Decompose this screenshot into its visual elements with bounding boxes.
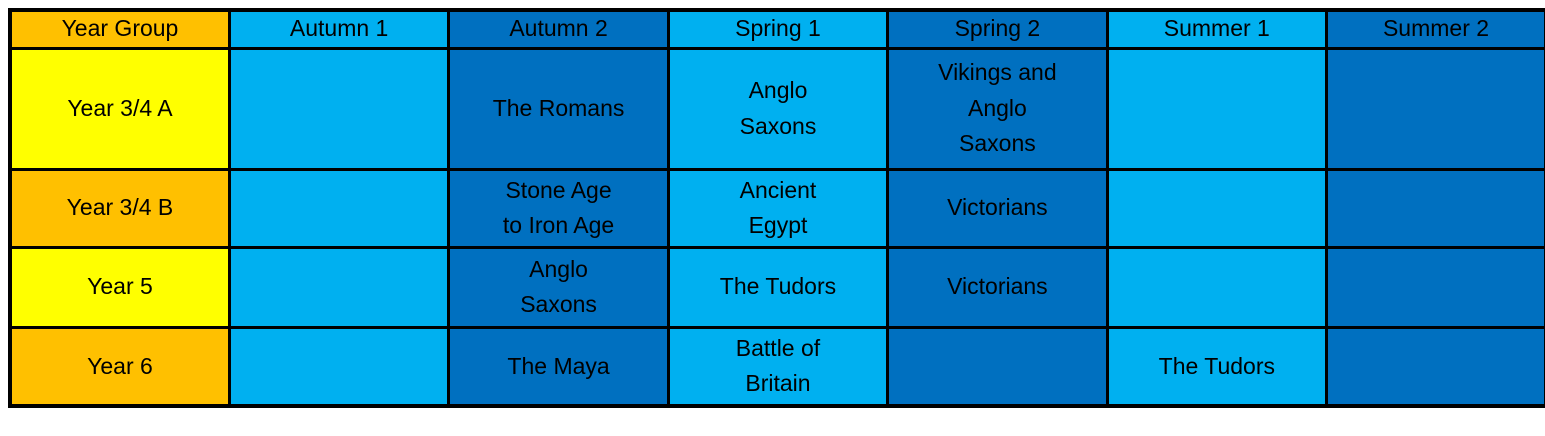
table-row-year-6: Year 6 The Maya Battle of Britain The Tu… (8, 325, 1545, 408)
cell-year5-spring2: Victorians (886, 245, 1109, 329)
cell-year34b-summer2 (1325, 167, 1545, 249)
cell-year34b-autumn2: Stone Age to Iron Age (447, 167, 670, 249)
cell-year6-autumn1 (227, 325, 451, 408)
column-header-spring-1: Spring 1 (666, 8, 890, 50)
curriculum-table: Year Group Autumn 1 Autumn 2 Spring 1 Sp… (8, 8, 1545, 409)
column-header-autumn-1: Autumn 1 (227, 8, 451, 50)
cell-year34a-summer2 (1325, 46, 1545, 171)
cell-year6-summer1: The Tudors (1105, 325, 1329, 408)
column-header-year-group: Year Group (8, 8, 231, 50)
cell-year34a-spring1: Anglo Saxons (666, 46, 890, 171)
column-header-spring-2: Spring 2 (886, 8, 1109, 50)
cell-year34a-autumn2: The Romans (447, 46, 670, 171)
cell-year34a-spring2: Vikings and Anglo Saxons (886, 46, 1109, 171)
cell-year34b-autumn1 (227, 167, 451, 249)
row-header-year-6: Year 6 (8, 325, 231, 408)
table-row-year-3-4-a: Year 3/4 A The Romans Anglo Saxons Vikin… (8, 46, 1545, 171)
cell-year5-spring1: The Tudors (666, 245, 890, 329)
cell-year5-summer1 (1105, 245, 1329, 329)
cell-year5-autumn2: Anglo Saxons (447, 245, 670, 329)
cell-year5-autumn1 (227, 245, 451, 329)
cell-year34b-spring2: Victorians (886, 167, 1109, 249)
header-row: Year Group Autumn 1 Autumn 2 Spring 1 Sp… (8, 8, 1545, 50)
cell-year6-spring1: Battle of Britain (666, 325, 890, 408)
row-header-year-3-4-a: Year 3/4 A (8, 46, 231, 171)
column-header-summer-1: Summer 1 (1105, 8, 1329, 50)
column-header-summer-2: Summer 2 (1325, 8, 1545, 50)
cell-year6-summer2 (1325, 325, 1545, 408)
column-header-autumn-2: Autumn 2 (447, 8, 670, 50)
cell-year34b-summer1 (1105, 167, 1329, 249)
curriculum-table-container: Year Group Autumn 1 Autumn 2 Spring 1 Sp… (8, 8, 1545, 409)
table-row-year-5: Year 5 Anglo Saxons The Tudors Victorian… (8, 245, 1545, 329)
cell-year34a-autumn1 (227, 46, 451, 171)
cell-year6-spring2 (886, 325, 1109, 408)
table-row-year-3-4-b: Year 3/4 B Stone Age to Iron Age Ancient… (8, 167, 1545, 249)
cell-year34a-summer1 (1105, 46, 1329, 171)
cell-year6-autumn2: The Maya (447, 325, 670, 408)
row-header-year-5: Year 5 (8, 245, 231, 329)
cell-year34b-spring1: Ancient Egypt (666, 167, 890, 249)
cell-year5-summer2 (1325, 245, 1545, 329)
row-header-year-3-4-b: Year 3/4 B (8, 167, 231, 249)
